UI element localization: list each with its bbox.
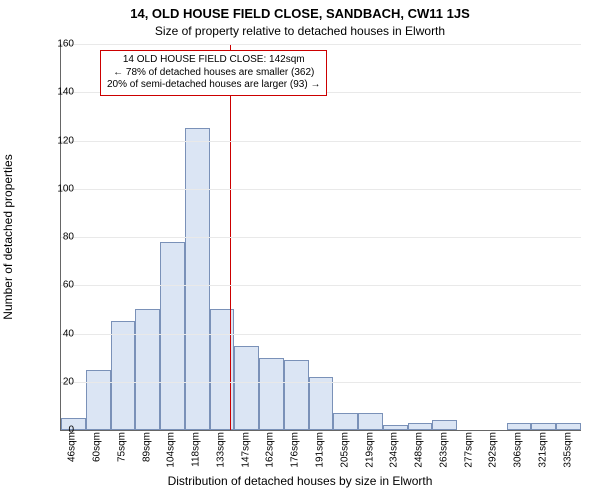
bar [432, 420, 457, 430]
x-tick-label: 263sqm [438, 432, 449, 468]
y-tick-label: 120 [44, 135, 74, 146]
bar [507, 423, 532, 430]
x-tick-label: 118sqm [191, 432, 202, 467]
annotation-line: 14 OLD HOUSE FIELD CLOSE: 142sqm [107, 54, 320, 67]
x-tick-label: 306sqm [513, 432, 524, 468]
y-tick-label: 140 [44, 87, 74, 98]
gridline [61, 189, 581, 190]
y-tick-label: 20 [44, 376, 74, 387]
x-tick-label: 176sqm [290, 432, 301, 468]
annotation-line: 20% of semi-detached houses are larger (… [107, 79, 320, 92]
x-tick-label: 60sqm [92, 432, 103, 462]
x-tick-label: 104sqm [166, 432, 177, 468]
bar [86, 370, 111, 430]
x-tick-label: 335sqm [562, 432, 573, 468]
bar [333, 413, 358, 430]
y-axis-label: Number of detached properties [1, 154, 15, 319]
y-tick-label: 40 [44, 328, 74, 339]
bar [259, 358, 284, 430]
x-tick-label: 46sqm [67, 432, 78, 462]
y-tick-label: 80 [44, 232, 74, 243]
annotation-line: ← 78% of detached houses are smaller (36… [107, 67, 320, 80]
x-tick-label: 75sqm [116, 432, 127, 462]
gridline [61, 285, 581, 286]
bar [111, 321, 136, 430]
x-tick-label: 292sqm [488, 432, 499, 468]
bar [408, 423, 433, 430]
bar [383, 425, 408, 430]
bar [185, 128, 210, 430]
x-tick-label: 248sqm [414, 432, 425, 468]
chart-title: 14, OLD HOUSE FIELD CLOSE, SANDBACH, CW1… [0, 6, 600, 21]
y-tick-label: 160 [44, 39, 74, 50]
bar [160, 242, 185, 430]
x-tick-label: 219sqm [364, 432, 375, 468]
x-tick-label: 147sqm [240, 432, 251, 468]
plot-area [60, 44, 581, 431]
x-tick-label: 277sqm [463, 432, 474, 468]
x-tick-label: 162sqm [265, 432, 276, 468]
gridline [61, 334, 581, 335]
x-tick-label: 89sqm [141, 432, 152, 462]
gridline [61, 141, 581, 142]
x-tick-label: 133sqm [215, 432, 226, 468]
y-tick-label: 60 [44, 280, 74, 291]
x-tick-label: 321sqm [537, 432, 548, 468]
gridline [61, 44, 581, 45]
bar [531, 423, 556, 430]
y-tick-label: 100 [44, 183, 74, 194]
bar [284, 360, 309, 430]
x-tick-label: 191sqm [315, 432, 326, 468]
gridline [61, 237, 581, 238]
x-tick-label: 234sqm [389, 432, 400, 468]
gridline [61, 382, 581, 383]
x-axis-label: Distribution of detached houses by size … [0, 474, 600, 488]
annotation-box: 14 OLD HOUSE FIELD CLOSE: 142sqm ← 78% o… [100, 50, 327, 96]
bar [135, 309, 160, 430]
chart-subtitle: Size of property relative to detached ho… [0, 24, 600, 38]
bar [309, 377, 334, 430]
bar [358, 413, 383, 430]
bar [234, 346, 259, 430]
x-tick-label: 205sqm [339, 432, 350, 468]
bar [556, 423, 581, 430]
